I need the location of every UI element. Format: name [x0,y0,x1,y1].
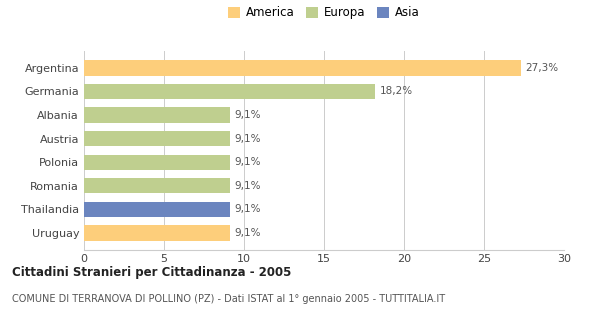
Text: 9,1%: 9,1% [235,204,261,214]
Text: 9,1%: 9,1% [235,134,261,144]
Bar [84,60,521,76]
Text: COMUNE DI TERRANOVA DI POLLINO (PZ) - Dati ISTAT al 1° gennaio 2005 - TUTTITALIA: COMUNE DI TERRANOVA DI POLLINO (PZ) - Da… [12,294,445,304]
Text: 27,3%: 27,3% [526,63,559,73]
Bar [84,202,230,217]
Text: 9,1%: 9,1% [235,110,261,120]
Text: 9,1%: 9,1% [235,157,261,167]
Text: 18,2%: 18,2% [380,86,413,96]
Bar [84,131,230,146]
Text: Cittadini Stranieri per Cittadinanza - 2005: Cittadini Stranieri per Cittadinanza - 2… [12,266,292,279]
Bar [84,84,375,99]
Bar [84,225,230,241]
Bar [84,178,230,193]
Bar [84,155,230,170]
Legend: America, Europa, Asia: America, Europa, Asia [223,2,425,24]
Text: 9,1%: 9,1% [235,228,261,238]
Text: 9,1%: 9,1% [235,181,261,191]
Bar [84,108,230,123]
